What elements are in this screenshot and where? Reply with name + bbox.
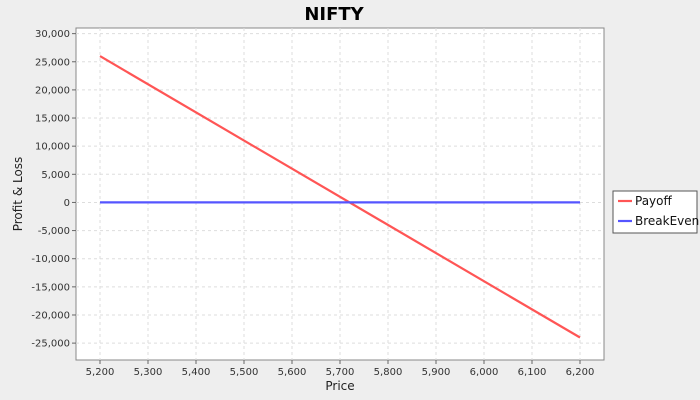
x-tick-label: 5,900 [422,367,451,378]
chart-title: NIFTY [304,4,364,25]
y-tick-label: 25,000 [35,57,70,68]
x-tick-label: 5,600 [278,367,307,378]
x-tick-label: 5,200 [86,367,115,378]
x-axis-label: Price [325,379,354,393]
y-tick-label: 15,000 [35,114,70,125]
legend-label-breakeven: BreakEven [635,214,699,228]
x-axis-ticks: 5,200 5,300 5,400 5,500 5,600 5,700 5,800 5,900… [86,360,595,378]
y-tick-label: 0 [64,198,70,209]
x-tick-label: 5,700 [326,367,355,378]
y-tick-label: -5,000 [38,226,70,237]
payoff-line [99,55,581,339]
series-lines [99,55,581,339]
legend: Payoff BreakEven [612,190,699,234]
x-tick-label: 5,800 [374,367,403,378]
x-tick-label: 5,500 [230,367,259,378]
legend-box [612,190,698,234]
y-tick-label: 10,000 [35,142,70,153]
y-tick-label: 30,000 [35,29,70,40]
x-tick-label: 6,000 [470,367,499,378]
x-tick-label: 6,200 [566,367,595,378]
y-tick-label: -25,000 [31,339,70,350]
y-tick-label: -10,000 [31,254,70,265]
y-tick-label: -20,000 [31,310,70,321]
y-tick-label: 5,000 [41,170,70,181]
y-axis-ticks: -25,000 -20,000 -15,000 -10,000 -5,000 0 5,000… [31,29,76,350]
y-axis-label: Profit & Loss [11,157,25,232]
y-tick-label: -15,000 [31,282,70,293]
legend-label-payoff: Payoff [635,194,672,208]
x-tick-label: 5,400 [182,367,211,378]
x-tick-label: 5,300 [134,367,163,378]
y-tick-label: 20,000 [35,85,70,96]
x-tick-label: 6,100 [518,367,547,378]
